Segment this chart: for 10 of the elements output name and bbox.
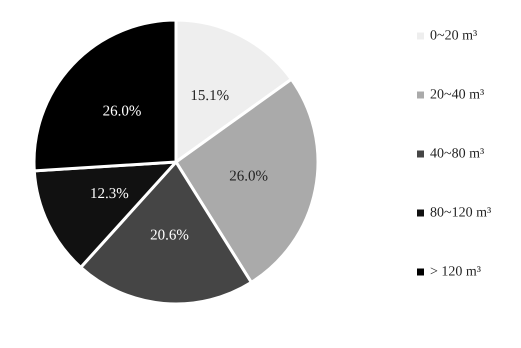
data-label: 12.3% (90, 186, 129, 202)
legend-label: 0~20 m³ (430, 28, 478, 44)
legend-label: 40~80 m³ (430, 146, 484, 162)
legend-label: 80~120 m³ (430, 206, 492, 220)
data-label: 20.6% (150, 228, 189, 244)
data-label: 26.0% (102, 103, 142, 120)
data-label: 15.1% (190, 88, 230, 104)
legend-label: 20~40 m³ (430, 88, 484, 102)
data-label: 26.0% (229, 168, 268, 184)
legend-label: > 120 m³ (430, 264, 481, 280)
